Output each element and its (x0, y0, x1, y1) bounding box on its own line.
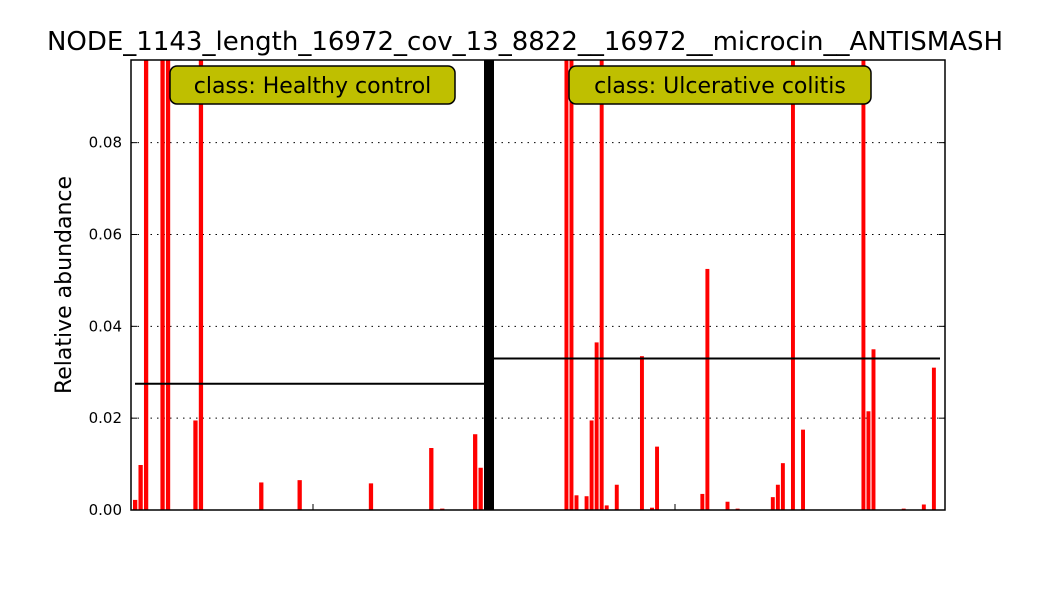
bar (921, 504, 926, 510)
bar (368, 483, 374, 510)
y-tick-label: 0.04 (89, 317, 122, 335)
y-axis-label: Relative abundance (52, 176, 77, 394)
y-tick-label: 0.08 (89, 134, 122, 152)
mean-lines (135, 357, 940, 385)
bar (564, 60, 569, 510)
class-labels: class: Healthy control class: Ulcerative … (169, 65, 872, 105)
bar (165, 60, 171, 510)
bar (160, 60, 165, 510)
grid-lines (131, 142, 945, 419)
bar (861, 60, 866, 510)
bar (604, 505, 609, 510)
bar (700, 493, 705, 510)
bar (143, 60, 149, 510)
bar (478, 467, 483, 510)
bar (775, 484, 780, 510)
y-tick-label: 0.02 (89, 409, 122, 427)
bar (650, 507, 654, 510)
bar (193, 420, 198, 510)
bar (569, 60, 574, 510)
plot-frame (130, 59, 946, 511)
class-divider (484, 60, 494, 510)
chart-title: NODE_1143_length_16972_cov_13_8822__1697… (47, 27, 1003, 57)
bar (589, 420, 594, 510)
bar (705, 268, 710, 510)
bar (574, 495, 579, 510)
bar (790, 60, 795, 510)
bar (725, 501, 730, 510)
bar (594, 342, 599, 510)
y-tick-label: 0.00 (89, 501, 122, 519)
bar (780, 463, 785, 510)
bar (801, 429, 805, 510)
bar (133, 499, 138, 510)
bar (259, 482, 264, 510)
bar (473, 434, 478, 510)
bar (198, 60, 204, 510)
class-label: class: Ulcerative colitis (594, 74, 846, 99)
bar (655, 446, 660, 510)
class-label-box (169, 65, 456, 105)
bar (599, 60, 604, 510)
class-label-box (568, 65, 872, 105)
bar (297, 480, 302, 510)
class-label: class: Healthy control (194, 74, 432, 99)
bar (770, 497, 775, 510)
bar (429, 448, 434, 510)
bar (639, 356, 644, 510)
bar (866, 411, 871, 510)
bar (931, 367, 936, 510)
bars (133, 60, 936, 510)
bar (871, 349, 876, 510)
y-ticks: 0.00 0.02 0.04 0.06 0.08 (89, 134, 945, 519)
y-tick-label: 0.06 (89, 225, 122, 243)
bar (614, 484, 619, 510)
bar (138, 465, 143, 510)
bar (584, 496, 589, 510)
